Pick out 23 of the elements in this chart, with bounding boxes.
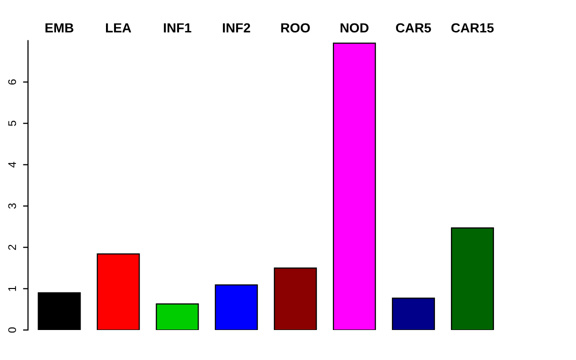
bar: [450, 227, 494, 330]
x-tick-label: LEA: [106, 23, 132, 32]
y-tick-label: 6: [8, 79, 16, 85]
bar: [214, 284, 258, 330]
x-tick-label: ROO: [281, 23, 310, 33]
y-tick-label: 4: [8, 162, 16, 168]
x-tick-label: EMB: [46, 23, 74, 32]
x-tick-label: CAR5: [396, 23, 432, 33]
y-tick-label: 2: [8, 244, 16, 250]
bar: [392, 298, 435, 330]
bar: [38, 292, 81, 330]
bar: [332, 42, 376, 330]
x-tick-label: NOD: [340, 23, 369, 33]
y-tick-label: 0: [8, 327, 16, 333]
bar: [96, 253, 140, 330]
y-tick-label: 3: [8, 203, 16, 209]
x-tick-label: INF1: [164, 23, 192, 32]
y-tick-label: 1: [8, 286, 16, 291]
y-tick-label: 5: [8, 120, 16, 126]
x-tick-label: CAR15: [451, 23, 494, 33]
bar: [274, 267, 317, 330]
bar: [156, 303, 199, 330]
x-tick-label: INF2: [222, 23, 250, 32]
